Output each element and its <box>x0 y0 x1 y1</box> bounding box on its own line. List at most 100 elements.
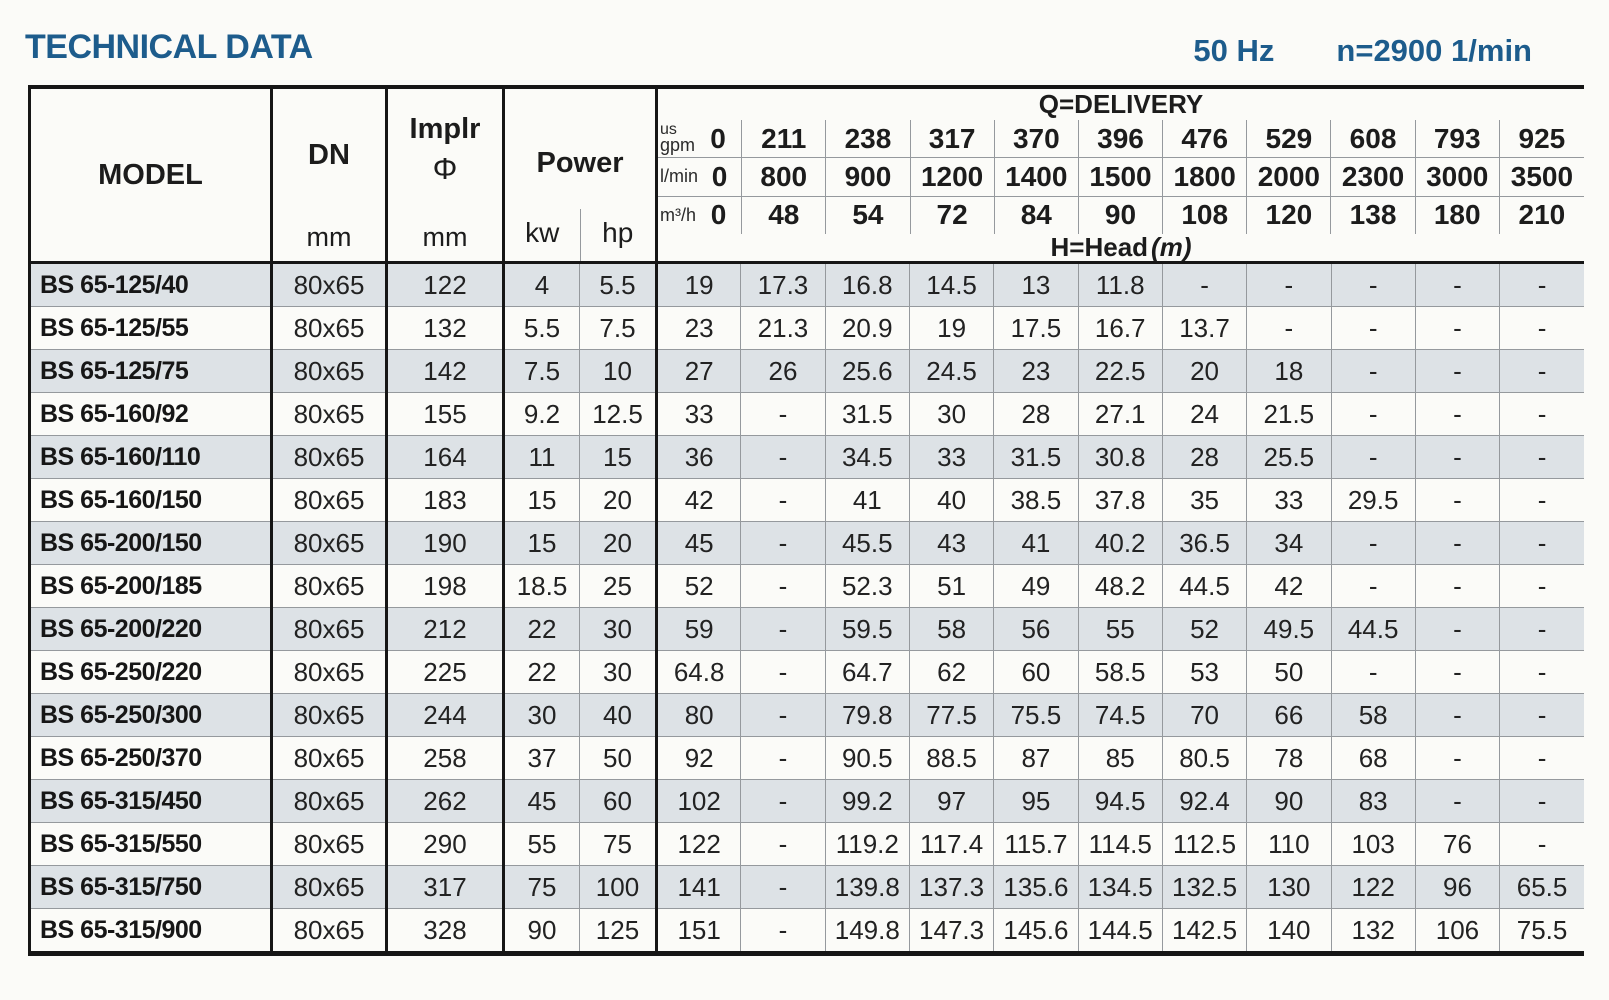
head-value-cell: - <box>1415 650 1501 694</box>
impeller-cell: 328 <box>386 908 505 954</box>
head-value-cell: - <box>1499 349 1584 393</box>
head-value-cell: 42 <box>1246 564 1332 608</box>
head-value-cell: 64.7 <box>825 650 910 694</box>
head-label: H=Head <box>1050 231 1149 262</box>
head-value-cell: 18 <box>1246 349 1332 393</box>
delivery-value-cell: 180 <box>1416 196 1500 234</box>
head-value-cell: 33 <box>656 392 742 436</box>
head-value-cell: 31.5 <box>825 392 910 436</box>
delivery-value-cell: m³/h 0 <box>658 196 743 234</box>
head-value-cell: 80.5 <box>1162 736 1248 780</box>
dn-cell: 80x65 <box>271 349 388 393</box>
model-cell: BS 65-160/110 <box>29 435 273 479</box>
power-hp-cell: 125 <box>579 908 658 954</box>
head-value-cell: - <box>1499 478 1584 522</box>
table-row: BS 65-160/150 80x65 183 15 20 42-41 40 38.5 37.8… <box>29 478 1584 522</box>
head-value-cell: 75.5 <box>993 693 1079 737</box>
head-value-cell: 110 <box>1246 822 1332 866</box>
head-value-cell: 70 <box>1162 693 1248 737</box>
head-value-cell: 130 <box>1246 865 1332 909</box>
head-value-cell: 92.4 <box>1162 779 1248 823</box>
head-value-cell: - <box>1537 269 1547 300</box>
head-value-cell: - <box>740 736 826 780</box>
dn-cell: 80x65 <box>271 736 388 780</box>
head-value-cell: 13 <box>993 262 1079 307</box>
delivery-value-cell: 793 <box>1416 120 1500 158</box>
delivery-value-cell: 317 <box>911 120 995 158</box>
delivery-value-cell: 900 <box>826 158 911 196</box>
head-value-cell: 142.5 <box>1162 908 1248 954</box>
head-value-cell: 43 <box>909 521 995 565</box>
head-value-cell: - <box>1415 693 1501 737</box>
head-value-cell: 44.5 <box>1331 607 1416 651</box>
delivery-value-cell: 3000 <box>1416 158 1500 196</box>
table-row: BS 65-125/55 80x65 132 5.5 7.5 23 21.3 20.9 19 17… <box>29 306 1584 350</box>
head-value-cell: - <box>740 435 826 479</box>
dn-cell: 80x65 <box>271 478 388 522</box>
head-value-cell: 59.5 <box>825 607 910 651</box>
head-value-cell: 38.5 <box>993 478 1079 522</box>
head-value-cell: 117.4 <box>909 822 995 866</box>
power-hp-cell: 30 <box>579 650 658 694</box>
head-value-cell: - <box>1499 306 1584 350</box>
head-value-cell: 132 <box>1331 908 1416 954</box>
head-value-cell: 45.5 <box>825 521 910 565</box>
head-value-cell: 53 <box>1162 650 1248 694</box>
head-value-cell: 140 <box>1246 908 1332 954</box>
head-value-cell: 33 <box>909 435 995 479</box>
head-value-cell: 80 <box>656 693 742 737</box>
power-header-label: Power <box>536 147 624 179</box>
head-value-cell: 65.5 <box>1499 865 1584 909</box>
head-value-cell: - <box>740 521 826 565</box>
model-cell: BS 65-125/55 <box>29 306 273 350</box>
power-kw-cell: 4 <box>503 262 580 307</box>
head-value-cell: - <box>1162 262 1248 307</box>
impeller-cell: 122 <box>386 262 505 307</box>
head-value-cell: 16.7 <box>1078 306 1163 350</box>
dn-cell: 80x65 <box>271 865 388 909</box>
head-row-label: H=Head (m) <box>658 231 1584 262</box>
power-kw-cell: 9.2 <box>503 392 580 436</box>
head-value-cell: 83 <box>1331 779 1416 823</box>
head-value-cell: 132.5 <box>1162 865 1248 909</box>
head-value-cell: 114.5 <box>1078 822 1163 866</box>
dn-unit-label: mm <box>306 222 352 252</box>
delivery-value-cell: us gpm 0 <box>658 120 743 158</box>
model-cell: BS 65-250/300 <box>29 693 273 737</box>
power-kw-cell: 11 <box>503 435 580 479</box>
power-kw-cell: 15 <box>503 521 580 565</box>
head-value-cell: 77.5 <box>909 693 995 737</box>
head-value-cell: - <box>1415 478 1501 522</box>
head-value-cell: 79.8 <box>825 693 910 737</box>
power-hp-cell: 20 <box>579 478 658 522</box>
head-value-cell: - <box>1331 392 1416 436</box>
head-value-cell: - <box>1499 650 1584 694</box>
power-column-header: Power kw hp <box>503 87 658 264</box>
delivery-title: Q=DELIVERY <box>1038 89 1204 119</box>
delivery-value-cell: 2000 <box>1247 158 1332 196</box>
head-value-cell: - <box>740 564 826 608</box>
head-value-cell: - <box>1499 693 1584 737</box>
head-value-cell: 22.5 <box>1078 349 1163 393</box>
head-value-cell: 42 <box>656 478 742 522</box>
dn-cell: 80x65 <box>271 392 388 436</box>
flow-unit-label: us gpm <box>660 121 696 156</box>
model-cell: BS 65-200/185 <box>29 564 273 608</box>
head-value-cell: 34 <box>1246 521 1332 565</box>
delivery-value-cell: 608 <box>1331 120 1416 158</box>
power-hp-cell: 5.5 <box>579 262 658 307</box>
head-value-cell: 14.5 <box>909 262 995 307</box>
head-value-cell: 13.7 <box>1162 306 1248 350</box>
power-hp-cell: 30 <box>579 607 658 651</box>
head-value-cell: 149.8 <box>825 908 910 954</box>
head-value-cell: - <box>1415 392 1501 436</box>
delivery-value-cell: 1400 <box>995 158 1079 196</box>
head-value-cell: 58.5 <box>1078 650 1163 694</box>
impeller-header-label: Implr <box>409 113 481 145</box>
table-row: BS 65-250/220 80x65 225 22 30 64.8-64.7 62 60 58… <box>29 650 1584 694</box>
head-value-cell: 21.3 <box>740 306 826 350</box>
dn-cell: 80x65 <box>271 693 388 737</box>
head-value-cell: 99.2 <box>825 779 910 823</box>
power-kw-cell: 18.5 <box>503 564 580 608</box>
impeller-cell: 317 <box>386 865 505 909</box>
